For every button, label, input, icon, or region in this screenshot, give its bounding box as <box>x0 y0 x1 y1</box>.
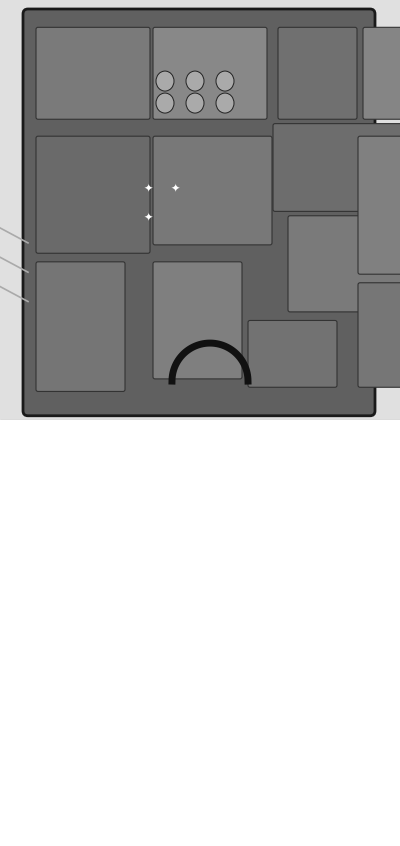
FancyBboxPatch shape <box>273 124 400 212</box>
FancyBboxPatch shape <box>153 261 242 379</box>
Ellipse shape <box>216 93 234 113</box>
FancyBboxPatch shape <box>358 283 400 387</box>
FancyBboxPatch shape <box>36 136 150 253</box>
FancyBboxPatch shape <box>36 27 150 119</box>
FancyBboxPatch shape <box>358 136 400 274</box>
Ellipse shape <box>156 93 174 113</box>
FancyBboxPatch shape <box>23 9 375 415</box>
Ellipse shape <box>216 71 234 91</box>
FancyBboxPatch shape <box>248 321 337 387</box>
FancyBboxPatch shape <box>288 216 400 312</box>
FancyBboxPatch shape <box>153 27 267 119</box>
FancyBboxPatch shape <box>36 261 125 392</box>
FancyBboxPatch shape <box>363 27 400 119</box>
FancyBboxPatch shape <box>278 27 357 119</box>
Ellipse shape <box>186 71 204 91</box>
FancyBboxPatch shape <box>153 136 272 244</box>
Ellipse shape <box>186 93 204 113</box>
Ellipse shape <box>156 71 174 91</box>
Text: ✦: ✦ <box>143 184 153 194</box>
Text: ✦: ✦ <box>143 212 153 222</box>
Text: ✦: ✦ <box>170 184 180 194</box>
